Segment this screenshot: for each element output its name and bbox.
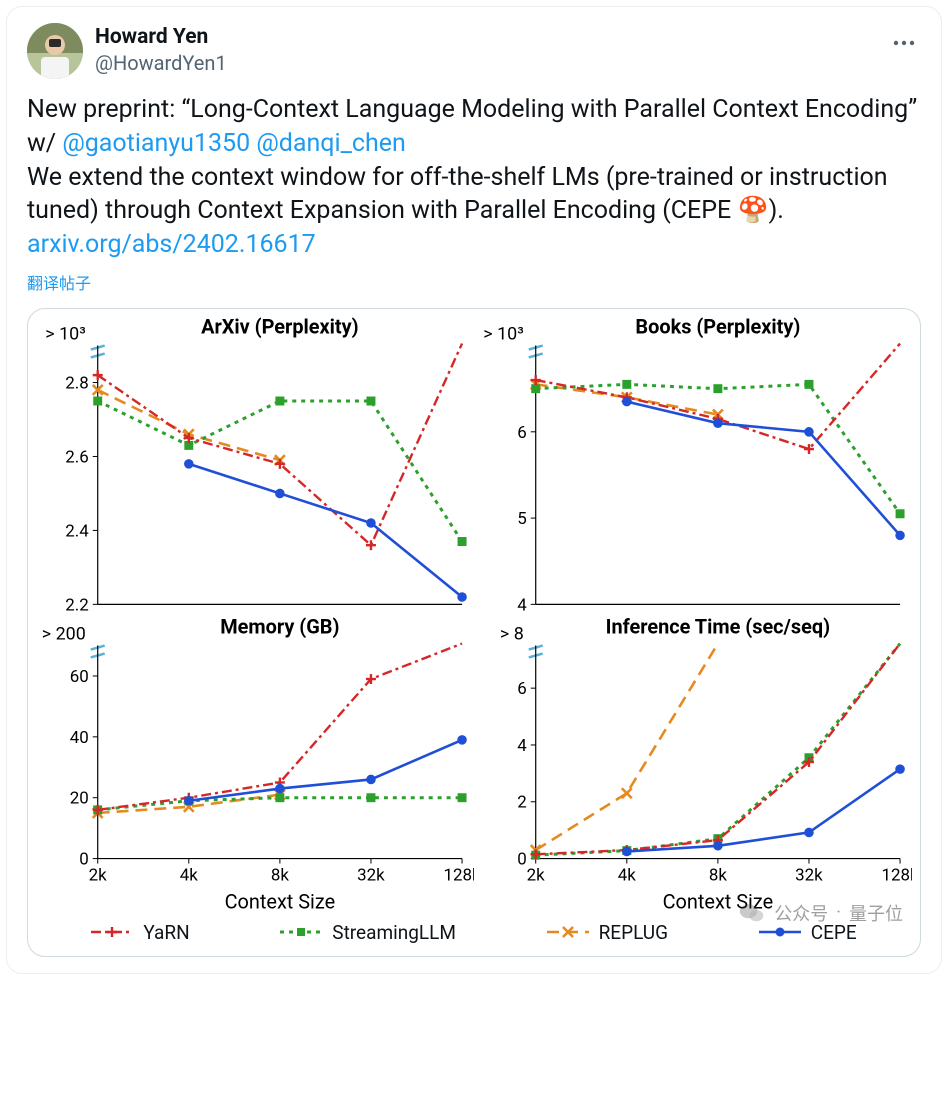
svg-text:128k: 128k bbox=[444, 865, 474, 885]
tweet-text: New preprint: “Long-Context Language Mod… bbox=[27, 93, 921, 262]
svg-text:5: 5 bbox=[517, 509, 527, 529]
svg-text:4k: 4k bbox=[618, 865, 637, 885]
svg-text:4: 4 bbox=[517, 736, 527, 756]
chart-grid: > 10³ ArXiv (Perplexity) 2.2 2.4 2.6 2.8 > 10… bbox=[36, 315, 912, 915]
author-names[interactable]: Howard Yen @HowardYen1 bbox=[95, 23, 875, 76]
chart-image[interactable]: > 10³ ArXiv (Perplexity) 2.2 2.4 2.6 2.8 > 10… bbox=[27, 308, 921, 957]
text-part-2-suffix: ). bbox=[769, 196, 784, 225]
svg-text:2: 2 bbox=[517, 792, 527, 812]
svg-text:8k: 8k bbox=[709, 865, 728, 885]
arxiv-link[interactable]: arxiv.org/abs/2402.16617 bbox=[27, 230, 316, 259]
svg-text:2k: 2k bbox=[89, 865, 108, 885]
legend-cepe-label: CEPE bbox=[811, 921, 857, 944]
legend-stream-swatch bbox=[280, 924, 322, 940]
svg-text:> 200: > 200 bbox=[42, 623, 86, 644]
mention-1[interactable]: @gaotianyu1350 bbox=[62, 129, 250, 158]
svg-text:20: 20 bbox=[70, 788, 89, 808]
tweet-header: Howard Yen @HowardYen1 bbox=[27, 23, 921, 79]
svg-text:Inference Time (sec/seq): Inference Time (sec/seq) bbox=[606, 615, 830, 638]
panel-time: > 8 Inference Time (sec/seq) 0 2 4 6 2k 4k 8k 32k… bbox=[474, 615, 912, 915]
handle: @HowardYen1 bbox=[95, 50, 875, 76]
legend-yarn-label: YaRN bbox=[143, 921, 189, 944]
legend-cepe-swatch bbox=[759, 924, 801, 940]
svg-text:> 10³: > 10³ bbox=[45, 323, 86, 344]
legend-stream: StreamingLLM bbox=[280, 921, 456, 944]
svg-text:60: 60 bbox=[70, 667, 89, 687]
svg-text:32k: 32k bbox=[795, 865, 823, 885]
svg-text:Memory (GB): Memory (GB) bbox=[220, 615, 339, 638]
legend-replug: REPLUG bbox=[547, 921, 669, 944]
legend-yarn-swatch bbox=[91, 924, 133, 940]
tweet-card: Howard Yen @HowardYen1 New preprint: “Lo… bbox=[6, 6, 942, 974]
svg-text:32k: 32k bbox=[357, 865, 385, 885]
chart-legend: YaRN StreamingLLM REPLUG bbox=[36, 915, 912, 952]
svg-text:128k: 128k bbox=[882, 865, 912, 885]
svg-text:2k: 2k bbox=[527, 865, 546, 885]
svg-text:4k: 4k bbox=[180, 865, 199, 885]
legend-stream-label: StreamingLLM bbox=[332, 921, 456, 944]
more-icon bbox=[893, 40, 915, 46]
translate-link[interactable]: 翻译帖子 bbox=[27, 270, 921, 294]
svg-text:2.2: 2.2 bbox=[65, 595, 88, 615]
svg-text:ArXiv (Perplexity): ArXiv (Perplexity) bbox=[201, 315, 359, 338]
legend-replug-swatch bbox=[547, 924, 589, 940]
svg-text:0: 0 bbox=[79, 849, 89, 869]
panel-memory: > 200 Memory (GB) 0 20 40 60 2k 4k 8k 32k 128k Cont… bbox=[36, 615, 474, 915]
svg-text:2.4: 2.4 bbox=[65, 521, 89, 541]
svg-text:Books (Perplexity): Books (Perplexity) bbox=[635, 315, 800, 338]
legend-replug-label: REPLUG bbox=[599, 921, 669, 944]
mention-2[interactable]: @danqi_chen bbox=[256, 129, 405, 158]
svg-text:2.6: 2.6 bbox=[65, 447, 88, 467]
svg-text:Context Size: Context Size bbox=[225, 890, 336, 913]
avatar-image bbox=[27, 23, 83, 79]
avatar[interactable] bbox=[27, 23, 83, 79]
legend-cepe: CEPE bbox=[759, 921, 857, 944]
svg-text:2.8: 2.8 bbox=[65, 373, 88, 393]
svg-text:6: 6 bbox=[517, 423, 527, 443]
svg-text:4: 4 bbox=[517, 595, 527, 615]
more-button[interactable] bbox=[887, 23, 921, 56]
svg-text:> 10³: > 10³ bbox=[483, 323, 523, 344]
svg-text:6: 6 bbox=[517, 679, 527, 699]
legend-yarn: YaRN bbox=[91, 921, 189, 944]
svg-text:Context Size: Context Size bbox=[663, 890, 774, 913]
svg-text:8k: 8k bbox=[271, 865, 290, 885]
svg-text:0: 0 bbox=[517, 849, 527, 869]
svg-text:40: 40 bbox=[70, 728, 89, 748]
svg-text:> 8: > 8 bbox=[500, 623, 524, 644]
panel-arxiv: > 10³ ArXiv (Perplexity) 2.2 2.4 2.6 2.8 bbox=[36, 315, 474, 615]
media-wrapper: > 10³ ArXiv (Perplexity) 2.2 2.4 2.6 2.8 > 10… bbox=[27, 308, 921, 957]
mushroom-emoji: 🍄 bbox=[737, 196, 768, 225]
panel-books: > 10³ Books (Perplexity) 4 5 6 bbox=[474, 315, 912, 615]
display-name: Howard Yen bbox=[95, 25, 875, 50]
